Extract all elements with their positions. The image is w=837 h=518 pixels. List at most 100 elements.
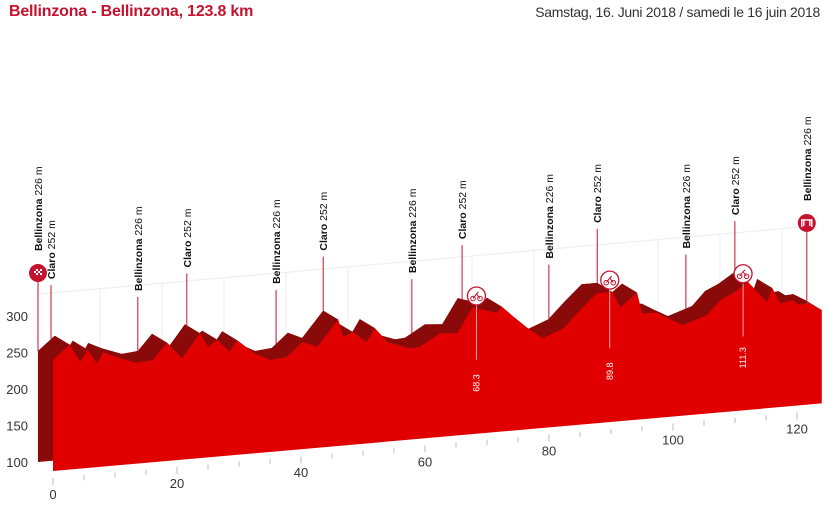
place-label: Claro 252 m (592, 164, 604, 223)
profile-top-band (548, 301, 580, 329)
place-elevation: 252 m (182, 208, 194, 240)
place-name: Bellinzona (33, 198, 45, 251)
place-label: Claro 252 m (318, 191, 330, 250)
flag-checks (34, 269, 42, 276)
wheel (610, 279, 617, 286)
place-label: Bellinzona 226 m (271, 199, 283, 284)
y-tick-label: 250 (6, 346, 28, 361)
cyclist-sprint-icon (466, 286, 487, 306)
icon-circle (466, 286, 487, 306)
y-tick-label: 150 (6, 419, 28, 434)
place-elevation: 226 m (681, 164, 693, 196)
place-elevation: 226 m (133, 206, 145, 238)
place-label: Bellinzona 226 m (33, 166, 45, 251)
bike-frame (472, 291, 481, 299)
place-elevation: 252 m (46, 220, 58, 252)
sprint-km-label: 68.3 (471, 374, 481, 392)
place-label: Bellinzona 226 m (681, 164, 693, 249)
sprint-km-label: 111.3 (738, 347, 748, 368)
place-label: Claro 252 m (457, 180, 469, 239)
x-tick-label: 80 (542, 443, 556, 458)
place-elevation: 226 m (544, 174, 556, 206)
finish-icon (797, 213, 816, 232)
y-tick-label: 100 (6, 455, 28, 470)
place-name: Claro (182, 241, 194, 268)
profile-top-band (527, 319, 564, 339)
place-elevation: 226 m (802, 116, 814, 148)
place-label: Claro 252 m (182, 208, 194, 267)
icon-circle (733, 264, 753, 284)
profile-front-face (53, 282, 822, 471)
y-tick-label: 300 (6, 309, 28, 324)
icon-circle (797, 213, 816, 232)
place-name: Bellinzona (681, 196, 693, 249)
profile-top-band (651, 308, 683, 326)
place-name: Claro (318, 224, 330, 251)
wheel (470, 295, 476, 302)
profile-top-band (481, 297, 502, 313)
place-label: Claro 252 m (46, 220, 58, 279)
place-name: Claro (592, 196, 604, 223)
place-label: Bellinzona 226 m (133, 206, 145, 291)
x-tick-label: 120 (786, 422, 808, 437)
x-tick-label: 20 (170, 476, 184, 491)
place-elevation: 252 m (318, 191, 330, 223)
place-label: Claro 252 m (730, 156, 742, 215)
x-tick-label: 0 (49, 487, 56, 502)
place-elevation: 226 m (33, 166, 45, 198)
profile-top-band (667, 305, 708, 326)
bike-frame (739, 269, 747, 277)
sprint-km-label: 89.8 (605, 363, 615, 381)
profile-top-band (424, 324, 458, 334)
profile (38, 273, 822, 471)
profile-top-band (65, 340, 88, 363)
stage-date: Samstag, 16. Juni 2018 / samedi le 16 ju… (535, 4, 820, 20)
place-elevation: 252 m (457, 180, 469, 212)
place-name: Bellinzona (802, 148, 814, 201)
place-elevation: 226 m (407, 188, 419, 220)
cyclist-sprint-icon (600, 270, 620, 290)
profile-top-band (287, 332, 318, 348)
place-elevation: 226 m (271, 199, 283, 231)
x-tick-label: 100 (662, 433, 684, 448)
place-elevation: 252 m (592, 164, 604, 196)
profile-top-band (692, 290, 721, 315)
place-name: Bellinzona (407, 220, 419, 273)
wheel (736, 273, 743, 280)
bike-frame (605, 275, 614, 283)
place-label: Bellinzona 226 m (544, 174, 556, 259)
place-name: Bellinzona (133, 238, 145, 291)
profile-top-band (565, 284, 597, 311)
wheel (477, 295, 483, 302)
profile-top-band (752, 279, 773, 303)
profile-top-band (442, 298, 473, 334)
profile-top-band (793, 294, 822, 310)
profile-top-band (121, 351, 153, 363)
place-name: Claro (730, 188, 742, 215)
profile-top-band (101, 348, 137, 363)
stage-title: Bellinzona - Bellinzona, 123.8 km (9, 3, 254, 20)
profile-top-band (641, 303, 667, 318)
profile-top-band (705, 283, 734, 300)
profile-top-band (405, 324, 440, 347)
place-name: Bellinzona (544, 206, 556, 259)
x-tick-label: 60 (418, 454, 432, 469)
finish-arch (801, 219, 813, 227)
profile-top-band (82, 342, 104, 364)
wheel (603, 279, 610, 286)
profile-top-band (255, 348, 287, 360)
place-name: Bellinzona (271, 231, 283, 284)
place-name: Claro (46, 252, 58, 279)
profile-top-band (395, 337, 421, 349)
profile-top-band (214, 331, 238, 352)
cyclist-sprint-icon (733, 264, 753, 284)
start-flag-icon (29, 264, 47, 283)
wheel (743, 273, 750, 280)
sprint-markers: 68.3 89.8 111.3 (466, 264, 753, 392)
profile-top-band (271, 332, 303, 358)
place-label: Bellinzona 226 m (407, 188, 419, 273)
y-tick-label: 200 (6, 382, 28, 397)
profile-top-band (88, 342, 117, 358)
